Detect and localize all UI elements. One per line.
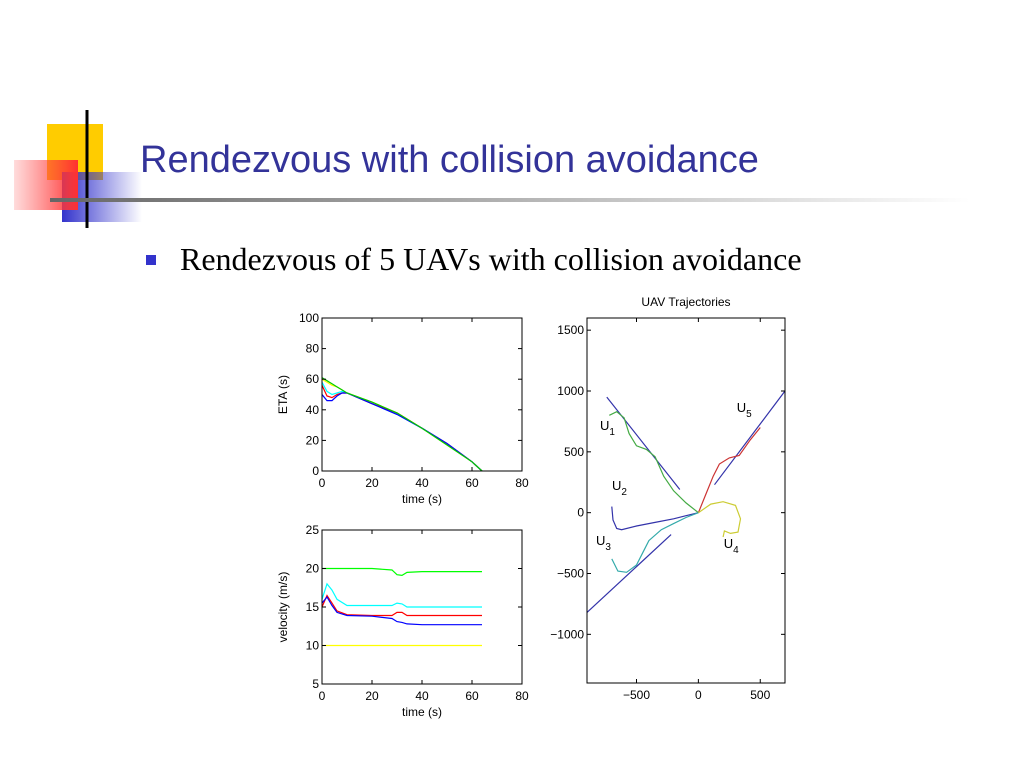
series-line: [609, 410, 699, 514]
x-axis-label: time (s): [402, 705, 442, 719]
y-tick-label: 100: [299, 311, 319, 325]
y-tick-label: 80: [306, 342, 320, 356]
slide-title: Rendezvous with collision avoidance: [140, 139, 759, 181]
x-tick-label: 80: [515, 689, 529, 703]
series-line: [611, 506, 699, 531]
series-line: [322, 595, 482, 626]
series-line: [606, 396, 681, 490]
series-line: [698, 501, 742, 538]
series-line: [322, 382, 483, 471]
y-tick-label: 20: [306, 433, 320, 447]
y-tick-label: 20: [306, 562, 320, 576]
y-axis-label: velocity (m/s): [276, 572, 290, 643]
y-tick-label: −500: [557, 567, 584, 581]
y-axis-label: ETA (s): [276, 375, 290, 414]
y-tick-label: 0: [312, 464, 319, 478]
annotation-subscript: 1: [609, 427, 615, 438]
series-line: [714, 390, 785, 486]
y-tick-label: 5: [312, 677, 319, 691]
annotation-subscript: 5: [746, 409, 752, 420]
annotation: U5: [737, 400, 752, 420]
annotation: U4: [724, 536, 739, 556]
title-rule: [50, 198, 970, 202]
series-line: [322, 392, 483, 471]
x-tick-label: 40: [415, 476, 429, 490]
series-line: [322, 582, 482, 608]
annotation-subscript: 3: [605, 542, 611, 553]
series-line: [587, 534, 672, 613]
annotation: U2: [612, 478, 627, 498]
x-tick-label: 20: [365, 476, 379, 490]
series-line: [611, 512, 699, 573]
annotation: U3: [596, 533, 611, 553]
bullet-marker: [146, 255, 156, 265]
series-line: [322, 594, 482, 617]
y-tick-label: 15: [306, 600, 320, 614]
series-line: [697, 427, 761, 513]
series-line: [322, 377, 483, 471]
series-line: [322, 385, 483, 471]
x-axis-label: time (s): [402, 492, 442, 506]
annotation-subscript: 4: [733, 545, 739, 556]
x-tick-label: 0: [319, 689, 326, 703]
plot-frame: [586, 317, 786, 684]
x-tick-label: 20: [365, 689, 379, 703]
x-tick-label: 80: [515, 476, 529, 490]
x-tick-label: −500: [623, 688, 650, 702]
y-tick-label: 60: [306, 372, 320, 386]
x-tick-label: 0: [319, 476, 326, 490]
y-tick-label: −1000: [550, 627, 584, 641]
x-tick-label: 500: [750, 688, 770, 702]
x-tick-label: 40: [415, 689, 429, 703]
y-tick-label: 10: [306, 639, 320, 653]
x-tick-label: 0: [695, 688, 702, 702]
y-tick-label: 25: [306, 523, 320, 537]
y-tick-label: 40: [306, 403, 320, 417]
series-line: [322, 567, 482, 577]
bullet-text: Rendezvous of 5 UAVs with collision avoi…: [180, 241, 802, 277]
y-tick-label: 0: [577, 506, 584, 520]
y-tick-label: 1000: [557, 384, 584, 398]
chart-title: UAV Trajectories: [641, 295, 730, 309]
annotation: U1: [600, 418, 615, 438]
deco-red: [14, 160, 78, 210]
annotation-subscript: 2: [621, 487, 627, 498]
y-tick-label: 500: [564, 445, 584, 459]
x-tick-label: 60: [465, 476, 479, 490]
x-tick-label: 60: [465, 689, 479, 703]
y-tick-label: 1500: [557, 323, 584, 337]
